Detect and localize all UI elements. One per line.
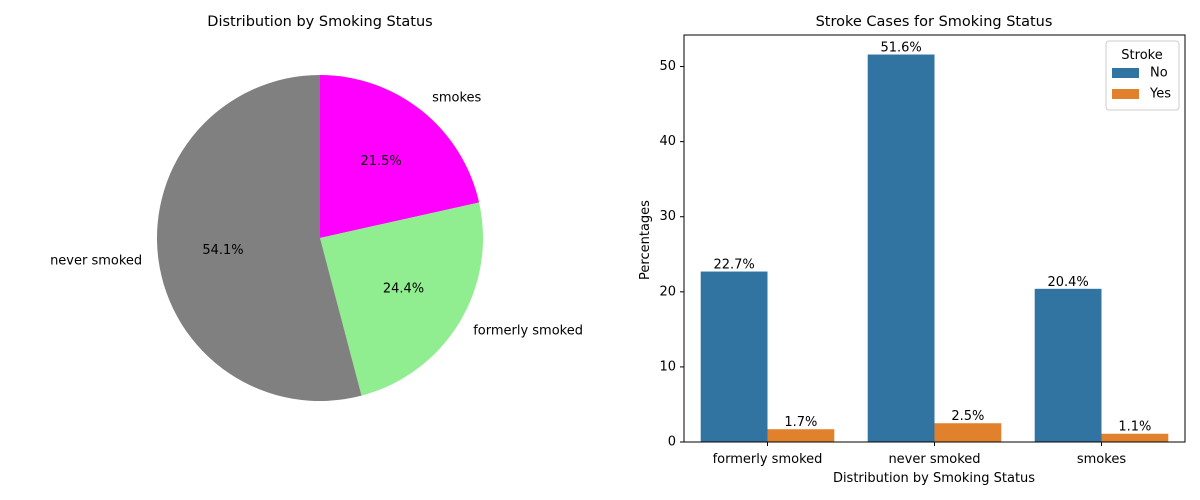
pie-category-label-smokes: smokes	[432, 91, 481, 106]
legend-items: No Yes	[1112, 66, 1171, 102]
x-tick-label-formerly-smoked: formerly smoked	[713, 452, 823, 467]
y-axis: 0 10 20 30 40 50	[659, 59, 684, 450]
plot-frame	[683, 34, 1186, 443]
pie-title: Distribution by Smoking Status	[207, 14, 432, 30]
bar-value-label-smokes-yes: 1.1%	[1118, 420, 1151, 435]
pie-slice-smokes	[320, 75, 480, 238]
y-tick-label: 40	[659, 134, 676, 149]
bar-value-label-smokes-no: 20.4%	[1047, 275, 1088, 290]
legend-label-yes: Yes	[1149, 87, 1171, 102]
pie-pct-label-smokes: 21.5%	[360, 154, 401, 169]
x-tick-label-never-smoked: never smoked	[888, 452, 980, 467]
x-axis: formerly smoked never smoked smokes	[713, 442, 1126, 467]
bar-value-label-formerly-smoked-yes: 1.7%	[784, 415, 817, 430]
legend-label-no: No	[1150, 66, 1168, 81]
bar-never-smoked-yes	[934, 423, 1002, 442]
bar-chart-title: Stroke Cases for Smoking Status	[816, 14, 1053, 30]
y-tick-label: 0	[668, 435, 676, 450]
pie-slice-formerly-smoked	[320, 202, 483, 396]
bar-value-label-formerly-smoked-no: 22.7%	[713, 258, 754, 273]
pie-category-label-never-smoked: never smoked	[50, 254, 142, 269]
legend: Stroke No Yes	[1105, 40, 1180, 111]
x-axis-label: Distribution by Smoking Status	[833, 471, 1035, 486]
y-tick-label: 50	[659, 59, 676, 74]
legend-swatch-no	[1112, 68, 1139, 78]
bar-smokes-no	[1034, 288, 1102, 442]
legend-swatch-yes	[1112, 89, 1139, 99]
bar-formerly-smoked-no	[700, 271, 768, 442]
y-tick-label: 20	[659, 284, 676, 299]
pie-slice-never-smoked	[156, 75, 362, 401]
pie-chart: Distribution by Smoking Status 21.5% smok…	[50, 14, 583, 401]
pie-category-label-formerly-smoked: formerly smoked	[473, 324, 583, 339]
bar-value-label-never-smoked-no: 51.6%	[880, 41, 921, 56]
bars	[700, 54, 1169, 443]
pie-pct-label-formerly-smoked: 24.4%	[383, 281, 424, 296]
bar-chart: Stroke Cases for Smoking Status 0 10 20 30 4…	[638, 14, 1186, 486]
y-tick-label: 30	[659, 209, 676, 224]
bar-formerly-smoked-yes	[767, 429, 835, 442]
pie-slices	[156, 75, 483, 401]
x-tick-label-smokes: smokes	[1077, 452, 1126, 467]
y-tick-label: 10	[659, 359, 676, 374]
bar-smokes-yes	[1101, 433, 1169, 442]
bar-never-smoked-no	[867, 54, 935, 443]
legend-title: Stroke	[1121, 48, 1162, 63]
bar-value-label-never-smoked-yes: 2.5%	[951, 409, 984, 424]
pie-pct-label-never-smoked: 54.1%	[202, 243, 243, 258]
pie-labels: 21.5% smokes 24.4% formerly smoked 54.1% neve…	[50, 91, 583, 339]
y-axis-label: Percentages	[638, 200, 653, 280]
bar-value-labels: 22.7% 1.7% 51.6% 2.5% 20.4% 1.1%	[713, 41, 1151, 435]
